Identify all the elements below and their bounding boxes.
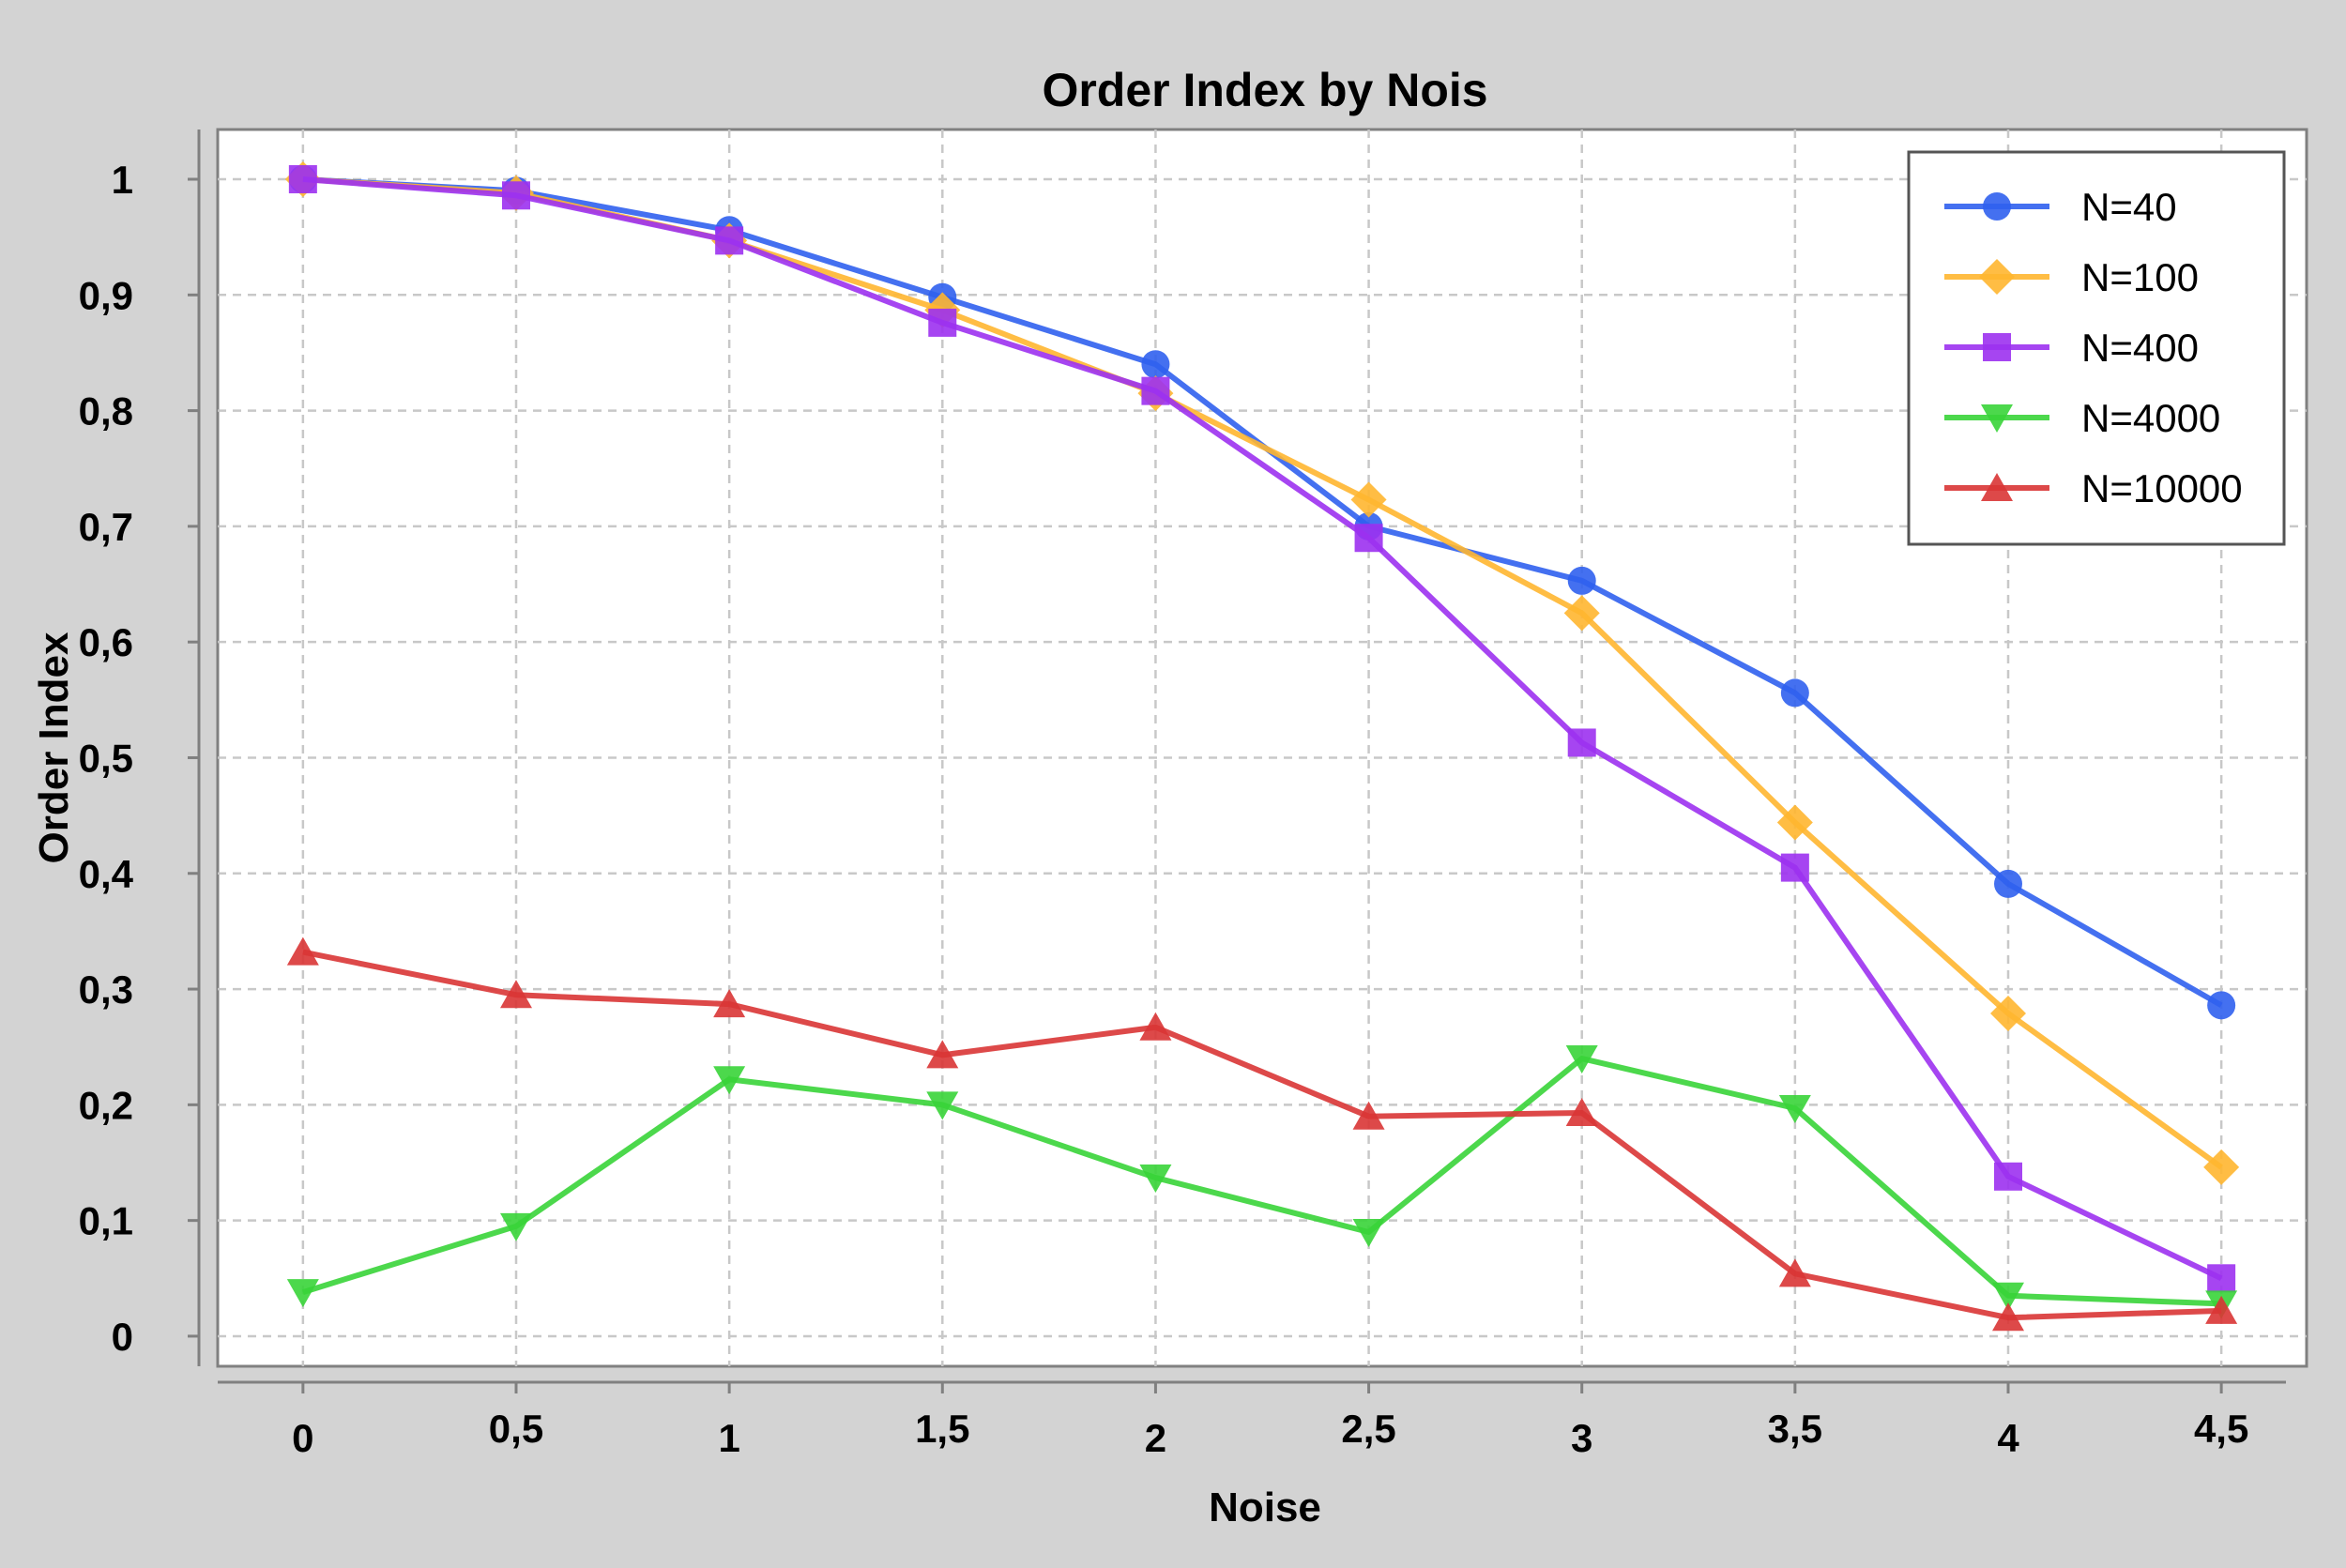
- legend-label: N=400: [2081, 326, 2199, 370]
- data-point: [1350, 481, 1387, 518]
- series: [284, 161, 2240, 1332]
- x-tick-label: 3: [1571, 1416, 1592, 1460]
- data-point: [1141, 376, 1170, 405]
- data-point: [1141, 350, 1170, 379]
- data-point: [2207, 1264, 2236, 1293]
- data-point: [1778, 1095, 1811, 1124]
- legend-marker: [1979, 259, 2015, 295]
- data-point: [286, 936, 319, 966]
- data-point: [2205, 1295, 2238, 1324]
- y-tick-label: 0,3: [79, 967, 133, 1012]
- legend-item: N=4000: [1944, 396, 2220, 440]
- legend-label: N=100: [2081, 255, 2199, 299]
- data-point: [286, 1279, 319, 1308]
- legend-item: N=40: [1944, 185, 2177, 229]
- data-point: [1567, 566, 1596, 595]
- series-N=10000: [286, 936, 2238, 1332]
- data-point: [926, 1091, 959, 1120]
- x-tick-label: 1: [718, 1416, 739, 1460]
- x-tick-label: 4: [1997, 1416, 2019, 1460]
- y-axis-label: Order Index: [31, 632, 77, 863]
- y-tick-label: 0,1: [79, 1199, 133, 1243]
- legend: N=40 N=100 N=400 N=4000 N=10000: [1907, 150, 2286, 546]
- data-point: [1139, 1012, 1172, 1041]
- data-point: [1776, 804, 1813, 841]
- data-point: [713, 989, 746, 1018]
- legend-label: N=40: [2081, 185, 2177, 229]
- data-point: [1567, 728, 1596, 757]
- x-tick-label: 1,5: [915, 1407, 969, 1451]
- series-N=400: [288, 165, 2236, 1293]
- legend-label: N=10000: [2081, 466, 2243, 510]
- legend-label: N=4000: [2081, 396, 2220, 440]
- y-tick-label: 0,2: [79, 1083, 133, 1127]
- data-point: [713, 1066, 746, 1095]
- data-point: [1352, 1101, 1385, 1130]
- data-point: [1565, 1045, 1598, 1074]
- data-point: [288, 165, 317, 194]
- x-tick-label: 4,5: [2194, 1407, 2248, 1451]
- legend-marker: [1983, 192, 2011, 221]
- data-point: [1139, 1165, 1172, 1194]
- legend-item: N=100: [1944, 255, 2199, 299]
- legend-item: N=400: [1944, 326, 2199, 370]
- data-point: [500, 1212, 532, 1241]
- y-tick-label: 0,4: [79, 852, 134, 896]
- y-tick-label: 0,9: [79, 273, 133, 317]
- x-tick-label: 0: [292, 1416, 313, 1460]
- x-ticks: 0 0,5 1 1,5 2 2,5 3 3,5 4 4,5: [292, 1382, 2248, 1460]
- data-point: [1354, 524, 1383, 553]
- series-N=4000: [286, 1045, 2238, 1319]
- data-point: [2207, 991, 2236, 1020]
- data-point: [1992, 1302, 2024, 1332]
- legend-marker: [1981, 473, 2013, 501]
- x-tick-label: 2,5: [1341, 1407, 1395, 1451]
- y-tick-label: 0,7: [79, 505, 133, 549]
- data-point: [1990, 995, 2026, 1031]
- data-point: [1780, 853, 1809, 882]
- legend-item: N=10000: [1944, 466, 2243, 510]
- x-axis-label: Noise: [1209, 1484, 1321, 1530]
- data-point: [928, 308, 957, 337]
- y-tick-label: 0,8: [79, 389, 133, 434]
- series-line: [302, 176, 2223, 1282]
- legend-marker: [1983, 333, 2011, 361]
- data-point: [502, 181, 530, 210]
- data-point: [2203, 1149, 2240, 1185]
- data-point: [1994, 1162, 2022, 1191]
- y-tick-label: 0,6: [79, 620, 133, 664]
- data-point: [1778, 1258, 1811, 1287]
- legend-marker: [1981, 404, 2013, 433]
- series-line: [301, 1056, 2222, 1307]
- data-point: [715, 226, 744, 255]
- data-point: [1565, 1097, 1598, 1126]
- x-tick-label: 0,5: [489, 1407, 543, 1451]
- y-tick-label: 1: [112, 158, 133, 202]
- data-point: [1994, 869, 2022, 898]
- axes: [197, 129, 2286, 1384]
- x-tick-label: 2: [1145, 1416, 1166, 1460]
- data-point: [500, 980, 532, 1009]
- y-ticks: 0 0,1 0,2 0,3 0,4 0,5 0,6 0,7 0,8 0,9 1: [79, 158, 199, 1359]
- y-tick-label: 0: [112, 1315, 133, 1359]
- x-tick-label: 3,5: [1768, 1407, 1822, 1451]
- data-point: [1780, 678, 1809, 708]
- data-point: [926, 1040, 959, 1069]
- series-line: [302, 949, 2222, 1321]
- data-point: [1352, 1218, 1385, 1247]
- y-tick-label: 0,5: [79, 736, 133, 780]
- data-point: [1992, 1282, 2024, 1311]
- chart-title: Order Index by Nois: [1042, 64, 1487, 116]
- data-point: [1563, 595, 1600, 632]
